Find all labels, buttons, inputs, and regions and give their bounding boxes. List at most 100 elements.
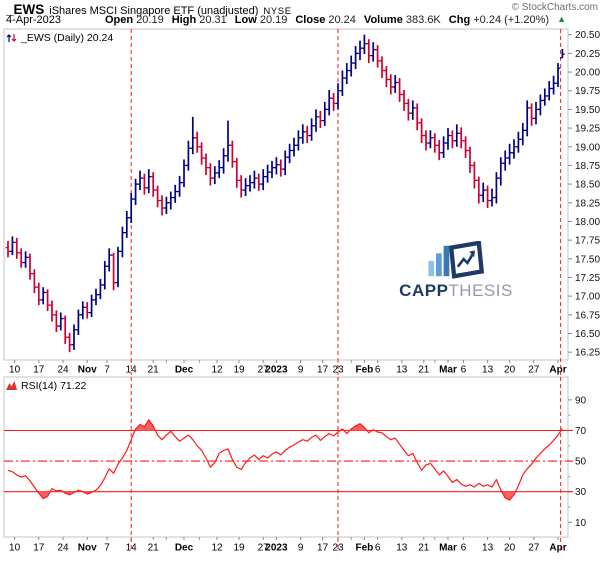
svg-text:9: 9: [298, 365, 304, 376]
svg-text:Nov: Nov: [78, 365, 97, 376]
svg-text:17.25: 17.25: [575, 273, 600, 284]
svg-text:21: 21: [418, 543, 430, 554]
svg-text:24: 24: [57, 543, 69, 554]
svg-text:Feb: Feb: [356, 365, 374, 376]
change-up-icon: ▲: [557, 14, 566, 24]
cappthesis-logo-icon: [428, 241, 485, 279]
svg-text:10: 10: [9, 543, 21, 554]
svg-text:6: 6: [461, 543, 467, 554]
svg-text:19.75: 19.75: [575, 86, 600, 97]
svg-text:16.75: 16.75: [575, 310, 600, 321]
price-y-axis: 16.25 16.50 16.75 17.00 17.25 17.50 17.75 18.00…: [568, 30, 600, 359]
svg-text:18.25: 18.25: [575, 198, 600, 209]
exchange-label: NYSE: [263, 6, 292, 17]
svg-text:13: 13: [482, 365, 494, 376]
svg-text:18.00: 18.00: [575, 217, 600, 228]
rsi-panel-label: RSI(14) 71.22: [6, 380, 86, 392]
svg-text:20.00: 20.00: [575, 68, 600, 79]
rsi-threshold-lines: [4, 429, 573, 493]
svg-text:6: 6: [461, 365, 467, 376]
svg-text:17.50: 17.50: [575, 254, 600, 265]
svg-text:6: 6: [375, 543, 381, 554]
open-field: Open 20.19: [105, 14, 164, 26]
svg-text:70: 70: [575, 426, 587, 437]
svg-text:17: 17: [317, 365, 329, 376]
svg-text:9: 9: [298, 543, 304, 554]
svg-text:7: 7: [104, 365, 110, 376]
price-style-icon: [6, 34, 17, 42]
svg-text:10: 10: [9, 365, 21, 376]
svg-text:Feb: Feb: [356, 543, 374, 554]
svg-text:50: 50: [575, 457, 587, 468]
svg-text:7: 7: [104, 543, 110, 554]
svg-text:Apr: Apr: [549, 365, 566, 376]
change-field: Chg +0.24 (+1.20%): [448, 14, 550, 26]
svg-text:16.50: 16.50: [575, 329, 600, 340]
price-bars: [5, 34, 565, 353]
svg-text:27: 27: [258, 543, 270, 554]
svg-text:19.25: 19.25: [575, 124, 600, 135]
svg-text:18.75: 18.75: [575, 161, 600, 172]
svg-text:2023: 2023: [265, 543, 288, 554]
svg-text:21: 21: [148, 543, 160, 554]
svg-text:21: 21: [418, 365, 430, 376]
svg-text:13: 13: [396, 365, 408, 376]
svg-text:12: 12: [211, 543, 223, 554]
low-field: Low 20.19: [234, 14, 288, 26]
svg-text:13: 13: [482, 543, 494, 554]
svg-text:Apr: Apr: [549, 543, 566, 554]
svg-text:18.50: 18.50: [575, 180, 600, 191]
svg-text:Dec: Dec: [175, 543, 194, 554]
rsi-panel-label-text: RSI(14) 71.22: [21, 380, 87, 392]
svg-text:14: 14: [126, 365, 138, 376]
svg-text:17.75: 17.75: [575, 236, 600, 247]
cappthesis-wordmark: CAPPTHESIS: [399, 281, 513, 300]
close-field: Close 20.24: [295, 14, 356, 26]
svg-text:17: 17: [317, 543, 329, 554]
chart-header: _EWS iShares MSCI Singapore ETF (unadjust…: [6, 1, 598, 17]
svg-text:90: 90: [575, 395, 587, 406]
svg-text:17: 17: [33, 543, 45, 554]
svg-text:6: 6: [375, 365, 381, 376]
svg-text:23: 23: [332, 365, 344, 376]
svg-text:27: 27: [528, 365, 540, 376]
svg-text:20: 20: [504, 543, 516, 554]
svg-text:17: 17: [33, 365, 45, 376]
svg-text:27: 27: [258, 365, 270, 376]
volume-field: Volume 383.6K: [363, 14, 441, 26]
svg-text:19: 19: [233, 543, 245, 554]
svg-text:19.00: 19.00: [575, 142, 600, 153]
ticker-symbol: _EWS: [6, 2, 45, 17]
svg-text:30: 30: [575, 487, 587, 498]
svg-text:2023: 2023: [265, 365, 288, 376]
svg-text:20.25: 20.25: [575, 49, 600, 60]
svg-text:16.25: 16.25: [575, 348, 600, 359]
svg-text:Dec: Dec: [175, 365, 194, 376]
high-field: High 20.31: [171, 14, 227, 26]
rsi-y-axis: 10 30 50 70 90: [568, 395, 587, 529]
svg-text:Mar: Mar: [439, 543, 457, 554]
svg-text:20: 20: [504, 365, 516, 376]
svg-text:12: 12: [211, 365, 223, 376]
svg-text:17.00: 17.00: [575, 292, 600, 303]
main-panel-label: _EWS (Daily) 20.24: [6, 32, 113, 44]
security-name: iShares MSCI Singapore ETF (unadjusted): [49, 5, 259, 17]
svg-text:19: 19: [233, 365, 245, 376]
stockcharts-copyright-link[interactable]: © StockCharts.com: [511, 2, 598, 13]
event-vlines: [130, 29, 562, 551]
main-panel-label-text: _EWS (Daily) 20.24: [21, 32, 114, 44]
svg-text:21: 21: [148, 365, 160, 376]
quote-row: 4-Apr-2023 Open 20.19 High 20.31 Low 20.…: [6, 14, 598, 27]
rsi-indicator-icon: [6, 381, 17, 390]
svg-text:10: 10: [575, 518, 587, 529]
quote-date: 4-Apr-2023: [6, 14, 62, 26]
svg-text:20.50: 20.50: [575, 30, 600, 41]
svg-text:19.50: 19.50: [575, 105, 600, 116]
svg-text:24: 24: [57, 365, 69, 376]
svg-text:13: 13: [396, 543, 408, 554]
cappthesis-watermark: CAPPTHESIS: [390, 241, 522, 299]
quote-fields: Open 20.19 High 20.31 Low 20.19 Close 20…: [105, 14, 566, 26]
rsi-line: [7, 419, 563, 501]
